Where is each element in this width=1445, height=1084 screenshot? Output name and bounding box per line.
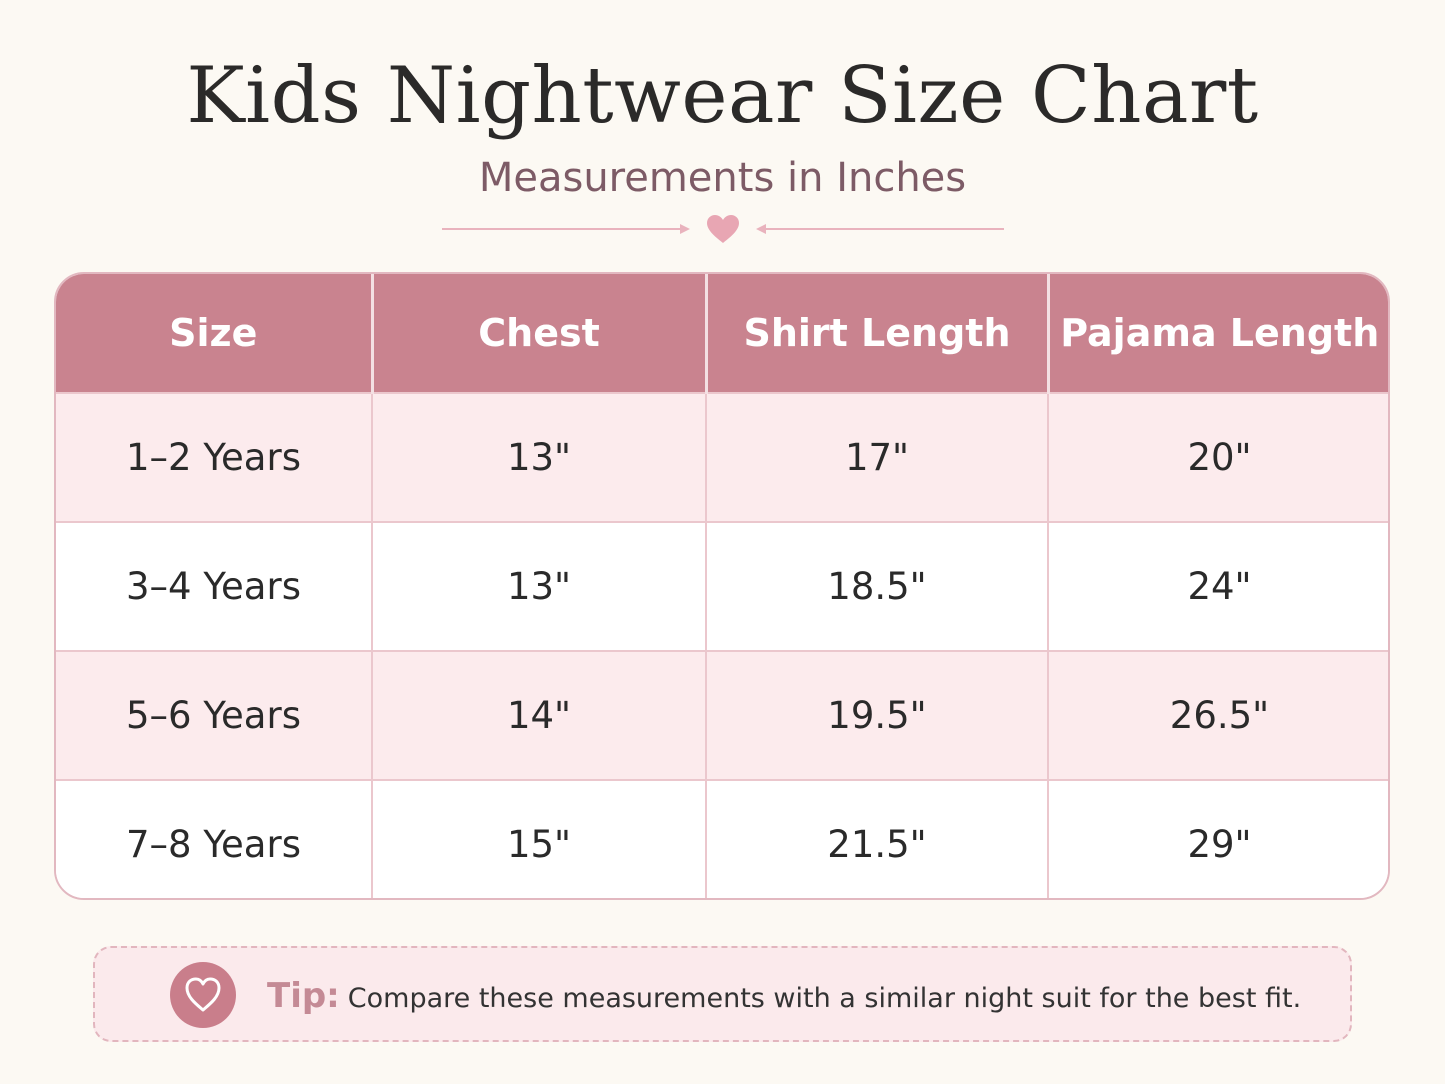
page-title: Kids Nightwear Size Chart bbox=[186, 51, 1259, 141]
cell-size: 1–2 Years bbox=[56, 392, 373, 522]
heart-icon bbox=[707, 215, 739, 243]
cell-size: 3–4 Years bbox=[56, 521, 373, 651]
table-header-row: Size Chest Shirt Length Pajama Length bbox=[56, 274, 1388, 393]
table-row: 5–6 Years 14" 19.5" 26.5" bbox=[56, 650, 1388, 780]
cell-shirt-length: 19.5" bbox=[706, 650, 1049, 780]
header-pajama-length: Pajama Length bbox=[1048, 274, 1388, 393]
cell-chest: 15" bbox=[372, 779, 707, 898]
table-row: 1–2 Years 13" 17" 20" bbox=[56, 392, 1388, 522]
cell-chest: 13" bbox=[372, 521, 707, 651]
arrow-left-icon bbox=[756, 224, 766, 234]
tip-text: Tip: Compare these measurements with a si… bbox=[267, 974, 1301, 1024]
tip-box: Tip: Compare these measurements with a si… bbox=[93, 946, 1352, 1042]
cell-shirt-length: 17" bbox=[706, 392, 1049, 522]
cell-size: 5–6 Years bbox=[56, 650, 373, 780]
heart-divider bbox=[442, 215, 1004, 243]
tip-label: Tip: bbox=[267, 976, 340, 1016]
header-chest: Chest bbox=[372, 274, 708, 393]
cell-size: 7–8 Years bbox=[56, 779, 373, 898]
arrow-right-icon bbox=[680, 224, 690, 234]
header-size: Size bbox=[56, 274, 374, 393]
cell-shirt-length: 21.5" bbox=[706, 779, 1049, 898]
page-subtitle: Measurements in Inches bbox=[478, 155, 967, 201]
cell-shirt-length: 18.5" bbox=[706, 521, 1049, 651]
heart-outline-icon bbox=[170, 962, 236, 1028]
cell-pajama-length: 29" bbox=[1048, 779, 1388, 898]
tip-body: Compare these measurements with a simila… bbox=[347, 983, 1302, 1014]
cell-pajama-length: 26.5" bbox=[1048, 650, 1388, 780]
cell-chest: 14" bbox=[372, 650, 707, 780]
cell-pajama-length: 20" bbox=[1048, 392, 1388, 522]
header-shirt-length: Shirt Length bbox=[706, 274, 1050, 393]
table-row: 7–8 Years 15" 21.5" 29" bbox=[56, 779, 1388, 898]
table-row: 3–4 Years 13" 18.5" 24" bbox=[56, 521, 1388, 651]
cell-pajama-length: 24" bbox=[1048, 521, 1388, 651]
size-chart-table: Size Chest Shirt Length Pajama Length 1–… bbox=[54, 272, 1390, 900]
cell-chest: 13" bbox=[372, 392, 707, 522]
